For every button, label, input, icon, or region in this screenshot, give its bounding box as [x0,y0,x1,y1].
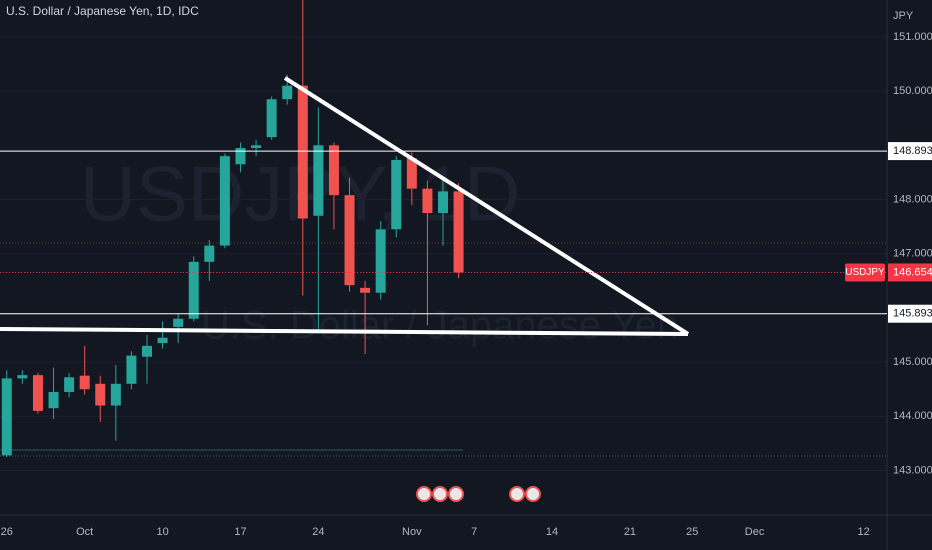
candle-body [438,191,448,214]
x-tick-label: 17 [234,526,246,538]
candle-body [453,191,464,273]
candle-body [219,156,230,246]
x-tick-label: Oct [76,526,93,538]
candle-body [32,375,43,411]
candle-body [266,99,277,138]
candle-body [391,159,402,230]
price-label-box [888,304,932,323]
candle-body [235,147,246,165]
x-tick-label: Dec [745,526,765,538]
price-label: 148.893 [893,145,932,157]
x-tick-label: 24 [312,526,324,538]
x-tick-label: 14 [546,526,558,538]
event-icons [416,486,541,502]
price-label-box [888,142,932,161]
candle-body [375,229,386,293]
candle-body [360,287,371,293]
price-label: 145.893 [893,308,932,320]
last-price-box [888,263,932,282]
candle-body [188,261,199,319]
x-tick-label: 12 [858,526,870,538]
candle-body [17,375,28,379]
y-tick-label: 143.000 [893,464,932,476]
overlay: 148.893 145.893 USDJPY 146.654 [0,142,932,323]
x-tick-label: 25 [686,526,698,538]
y-tick-label: 147.000 [893,248,932,260]
x-tick-label: 21 [624,526,636,538]
candle-body [64,377,75,392]
candles [1,0,464,457]
candle-body [282,85,293,100]
candle-body [251,145,262,148]
candle-body [126,355,137,384]
candle-body [1,378,12,456]
candle-body [313,145,324,216]
trend-line[interactable] [283,76,690,336]
watermark-subtitle: U.S. Dollar / Japanese Yen [201,304,679,348]
candle-body [328,145,339,196]
candle-body [422,188,433,214]
symbol-label: USDJPY [845,267,885,278]
last-price-label: 146.654 [893,266,932,278]
x-tick-label: 10 [156,526,168,538]
candle-body [48,391,59,409]
y-axis-label: JPY [893,10,914,22]
candle-body [157,337,168,344]
y-tick-label: 150.000 [893,85,932,97]
chart-title: U.S. Dollar / Japanese Yen, 1D, IDC [6,4,199,18]
y-tick-label: 151.000 [893,31,932,43]
candle-body [110,383,121,406]
candle-body [173,318,184,327]
candle-body [79,375,90,390]
y-tick-label: 148.000 [893,193,932,205]
x-tick-label: 26 [1,526,13,538]
candle-body [204,245,215,262]
trend-line[interactable] [0,327,689,336]
candle-body [95,383,106,406]
y-tick-label: 145.000 [893,356,932,368]
candle-body [297,85,308,219]
y-tick-label: 144.000 [893,410,932,422]
candle-body [406,158,417,189]
candle-body [344,195,355,286]
candle-body [142,345,152,357]
x-tick-label: Nov [402,526,422,538]
x-tick-label: 7 [471,526,477,538]
symbol-box [845,263,885,282]
